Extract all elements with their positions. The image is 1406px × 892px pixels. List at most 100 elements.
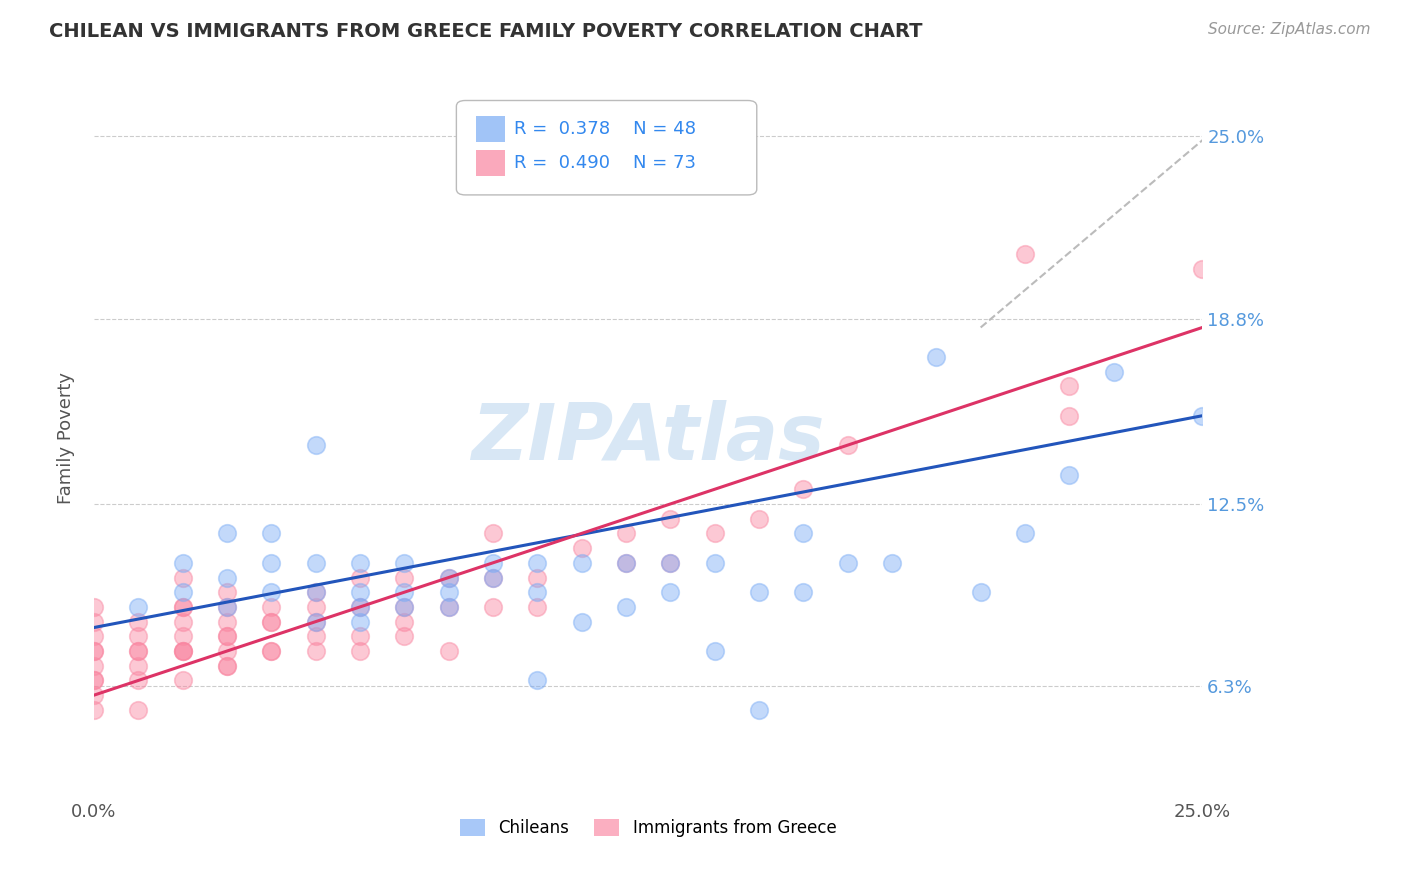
Chileans: [215, 599, 238, 614]
Chileans: [571, 615, 593, 629]
Immigrants from Greece: [215, 644, 238, 658]
Immigrants from Greece: [127, 629, 149, 643]
Immigrants from Greece: [260, 644, 283, 658]
Immigrants from Greece: [127, 644, 149, 658]
Chileans: [526, 673, 548, 688]
Immigrants from Greece: [349, 599, 371, 614]
Immigrants from Greece: [172, 570, 194, 584]
Immigrants from Greece: [127, 644, 149, 658]
Chileans: [703, 644, 725, 658]
Immigrants from Greece: [215, 658, 238, 673]
Text: ZIPAtlas: ZIPAtlas: [471, 400, 825, 475]
Immigrants from Greece: [1191, 261, 1213, 276]
Chileans: [304, 438, 326, 452]
Immigrants from Greece: [172, 644, 194, 658]
Chileans: [437, 599, 460, 614]
Chileans: [703, 556, 725, 570]
Immigrants from Greece: [215, 585, 238, 599]
Chileans: [659, 556, 682, 570]
Chileans: [172, 585, 194, 599]
Immigrants from Greece: [83, 615, 105, 629]
Chileans: [394, 585, 416, 599]
Chileans: [304, 615, 326, 629]
Immigrants from Greece: [437, 599, 460, 614]
Chileans: [349, 615, 371, 629]
Immigrants from Greece: [304, 644, 326, 658]
Immigrants from Greece: [394, 570, 416, 584]
Immigrants from Greece: [215, 615, 238, 629]
Immigrants from Greece: [260, 615, 283, 629]
Immigrants from Greece: [349, 570, 371, 584]
Immigrants from Greece: [571, 541, 593, 555]
Immigrants from Greece: [127, 703, 149, 717]
Immigrants from Greece: [394, 629, 416, 643]
Immigrants from Greece: [215, 629, 238, 643]
Chileans: [969, 585, 991, 599]
Chileans: [1059, 467, 1081, 482]
Immigrants from Greece: [394, 615, 416, 629]
Chileans: [304, 585, 326, 599]
Bar: [477, 150, 505, 177]
Chileans: [748, 703, 770, 717]
Chileans: [437, 585, 460, 599]
Immigrants from Greece: [394, 599, 416, 614]
Immigrants from Greece: [172, 599, 194, 614]
Immigrants from Greece: [83, 673, 105, 688]
Chileans: [792, 526, 814, 541]
Immigrants from Greece: [526, 599, 548, 614]
Immigrants from Greece: [127, 615, 149, 629]
Immigrants from Greece: [304, 615, 326, 629]
Legend: Chileans, Immigrants from Greece: Chileans, Immigrants from Greece: [453, 813, 844, 844]
Chileans: [526, 585, 548, 599]
Chileans: [260, 556, 283, 570]
Chileans: [172, 556, 194, 570]
Chileans: [748, 585, 770, 599]
Chileans: [394, 556, 416, 570]
Immigrants from Greece: [215, 629, 238, 643]
Chileans: [792, 585, 814, 599]
Immigrants from Greece: [260, 599, 283, 614]
Immigrants from Greece: [748, 511, 770, 525]
Immigrants from Greece: [215, 658, 238, 673]
Immigrants from Greece: [260, 615, 283, 629]
Immigrants from Greece: [172, 599, 194, 614]
Text: CHILEAN VS IMMIGRANTS FROM GREECE FAMILY POVERTY CORRELATION CHART: CHILEAN VS IMMIGRANTS FROM GREECE FAMILY…: [49, 22, 922, 41]
Immigrants from Greece: [172, 629, 194, 643]
Chileans: [349, 556, 371, 570]
Chileans: [880, 556, 903, 570]
Chileans: [925, 350, 948, 364]
Chileans: [215, 570, 238, 584]
Chileans: [614, 599, 637, 614]
Chileans: [482, 570, 505, 584]
Chileans: [571, 556, 593, 570]
Y-axis label: Family Poverty: Family Poverty: [58, 372, 75, 504]
Immigrants from Greece: [83, 703, 105, 717]
Immigrants from Greece: [215, 599, 238, 614]
Text: R =  0.490    N = 73: R = 0.490 N = 73: [515, 154, 696, 172]
Chileans: [437, 570, 460, 584]
Immigrants from Greece: [1014, 247, 1036, 261]
Immigrants from Greece: [1059, 379, 1081, 393]
Immigrants from Greece: [437, 570, 460, 584]
Chileans: [349, 599, 371, 614]
Immigrants from Greece: [304, 585, 326, 599]
Chileans: [349, 585, 371, 599]
Immigrants from Greece: [792, 483, 814, 497]
Chileans: [260, 585, 283, 599]
Immigrants from Greece: [614, 556, 637, 570]
FancyBboxPatch shape: [457, 101, 756, 195]
Immigrants from Greece: [526, 570, 548, 584]
Immigrants from Greece: [260, 644, 283, 658]
Text: Source: ZipAtlas.com: Source: ZipAtlas.com: [1208, 22, 1371, 37]
Immigrants from Greece: [127, 658, 149, 673]
Immigrants from Greece: [304, 629, 326, 643]
Immigrants from Greece: [482, 599, 505, 614]
Immigrants from Greece: [83, 644, 105, 658]
Immigrants from Greece: [172, 644, 194, 658]
Immigrants from Greece: [703, 526, 725, 541]
Chileans: [1102, 365, 1125, 379]
Chileans: [394, 599, 416, 614]
Text: R =  0.378    N = 48: R = 0.378 N = 48: [515, 120, 696, 138]
Immigrants from Greece: [127, 673, 149, 688]
Immigrants from Greece: [659, 556, 682, 570]
